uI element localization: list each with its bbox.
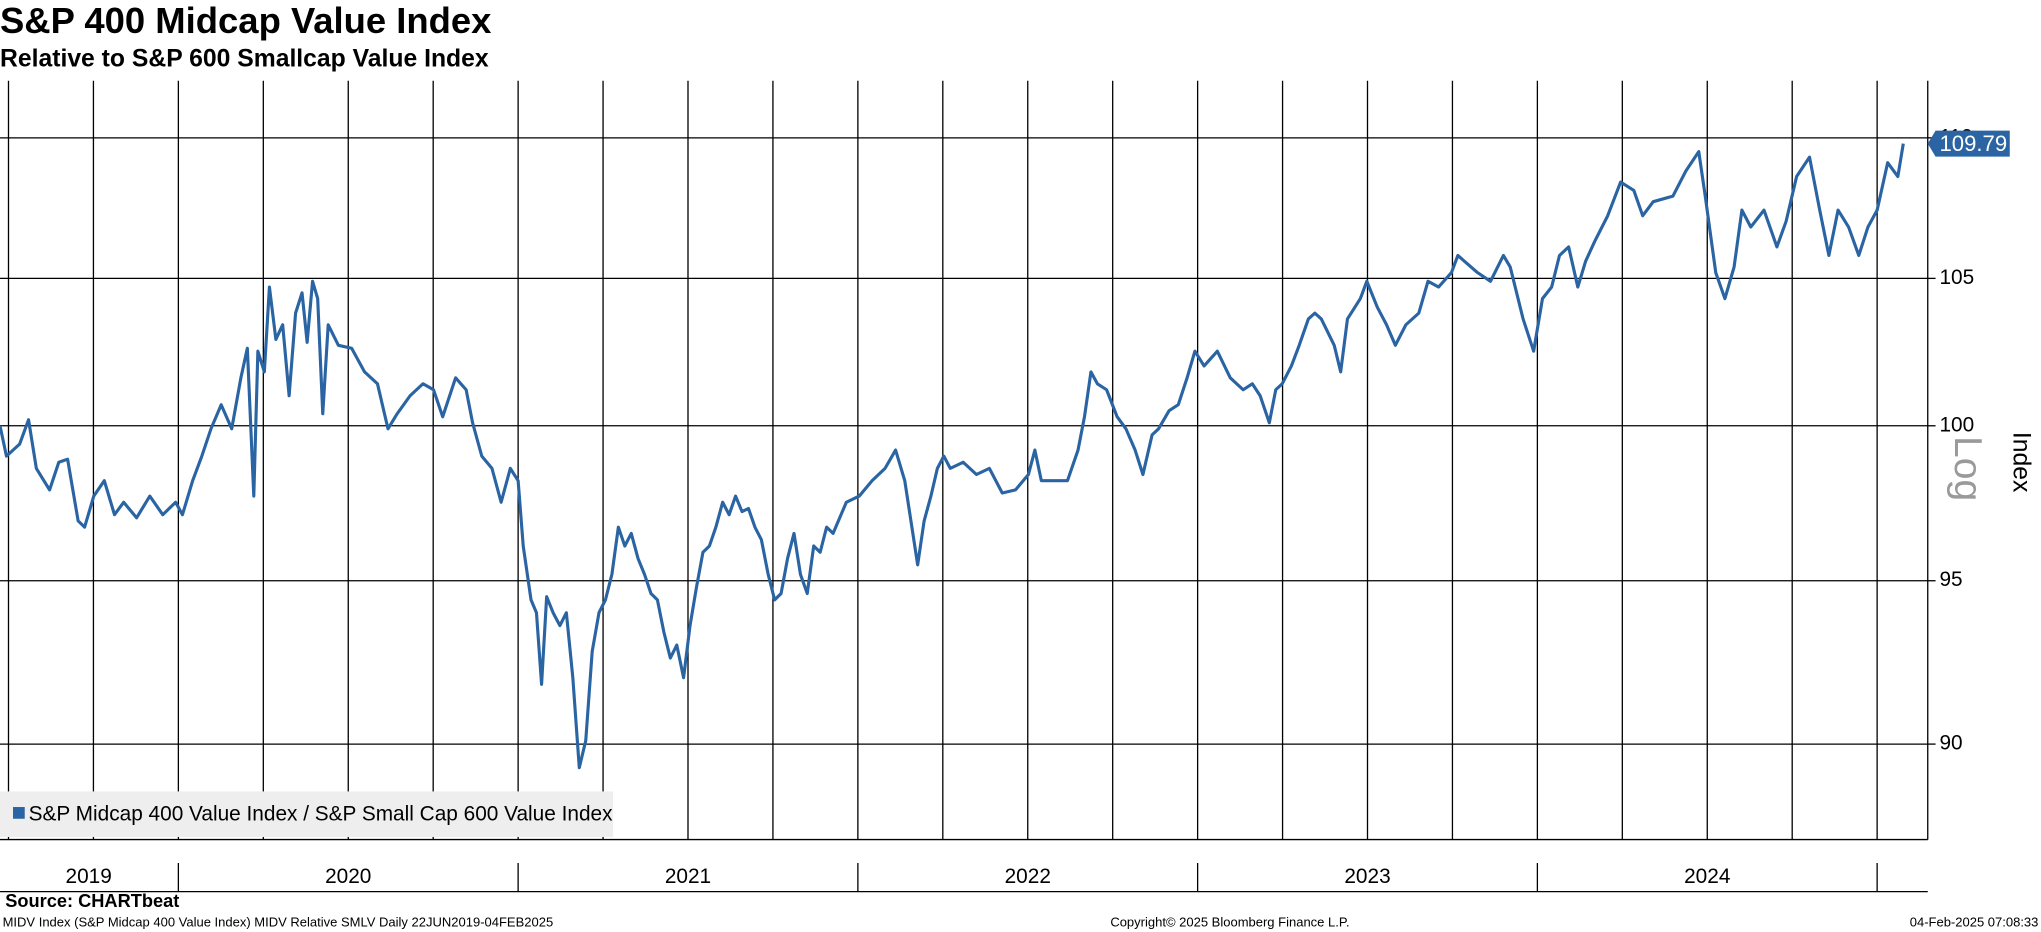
x-tick-label: 2021 bbox=[665, 865, 711, 888]
last-value-label: 109.79 bbox=[1940, 131, 2008, 156]
x-tick-label: 2024 bbox=[1684, 865, 1730, 888]
y-axis-label: Index bbox=[2008, 432, 2035, 493]
plot bbox=[0, 143, 1905, 770]
footer-left: MIDV Index (S&P Midcap 400 Value Index) … bbox=[3, 914, 554, 929]
legend-box bbox=[0, 791, 614, 837]
axis: 9095100105110201920202021202220232024109… bbox=[0, 80, 2010, 893]
y-tick-label: 95 bbox=[1939, 568, 1962, 591]
footer-right: 04-Feb-2025 07:08:33 bbox=[1910, 914, 2039, 929]
legend-swatch bbox=[13, 807, 25, 819]
legend-label: S&P Midcap 400 Value Index / S&P Small C… bbox=[29, 802, 613, 825]
chart-title: S&P 400 Midcap Value Index bbox=[0, 0, 491, 41]
source: Source: CHARTbeat bbox=[5, 891, 179, 911]
data-line bbox=[0, 143, 1905, 770]
x-tick-label: 2020 bbox=[325, 865, 371, 888]
y-tick-label: 90 bbox=[1939, 732, 1962, 755]
footer-center: Copyright© 2025 Bloomberg Finance L.P. bbox=[1110, 914, 1349, 929]
chart-subtitle: Relative to S&P 600 Smallcap Value Index bbox=[0, 45, 489, 72]
x-tick-label: 2022 bbox=[1005, 865, 1051, 888]
scale-label: Log bbox=[1946, 436, 1989, 501]
x-tick-label: 2023 bbox=[1344, 865, 1390, 888]
y-tick-label: 100 bbox=[1939, 413, 1974, 436]
y-tick-label: 105 bbox=[1939, 266, 1974, 289]
legend: S&P Midcap 400 Value Index / S&P Small C… bbox=[13, 802, 613, 825]
last-value-badge bbox=[1927, 130, 2010, 157]
x-tick-label: 2019 bbox=[66, 865, 112, 888]
grid bbox=[0, 80, 1928, 840]
